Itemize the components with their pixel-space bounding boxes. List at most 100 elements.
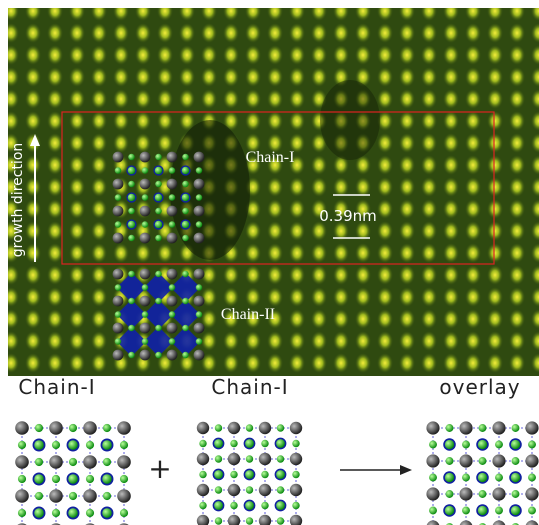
green-atom — [169, 311, 175, 317]
gray-atom — [426, 421, 439, 434]
center-atom — [102, 440, 112, 450]
green-atom — [142, 311, 148, 317]
green-atom — [479, 424, 487, 432]
gray-atom — [15, 421, 29, 435]
green-atom — [142, 194, 148, 200]
green-atom — [35, 458, 43, 466]
green-atom — [169, 338, 175, 344]
page: growth direction Chain-I 0.39nm Chain-II… — [0, 0, 539, 525]
green-atom — [155, 181, 161, 187]
gray-atom — [113, 152, 124, 163]
gray-atom — [194, 323, 205, 334]
gray-atom — [194, 296, 205, 307]
gray-atom — [492, 487, 505, 500]
green-atom — [115, 194, 121, 200]
center-atom — [445, 440, 454, 449]
gray-atom — [167, 269, 178, 280]
green-atom — [155, 208, 161, 214]
gray-atom — [197, 422, 209, 434]
green-atom — [69, 424, 77, 432]
green-atom — [196, 194, 202, 200]
gray-atom — [194, 206, 205, 217]
gray-atom — [113, 233, 124, 244]
gray-atom — [167, 323, 178, 334]
center-atom — [155, 221, 163, 229]
green-atom — [429, 474, 437, 482]
green-atom — [528, 507, 536, 515]
gray-atom — [167, 152, 178, 163]
center-atom — [276, 439, 285, 448]
green-atom — [155, 154, 161, 160]
center-atom — [511, 473, 520, 482]
green-atom — [512, 424, 520, 432]
green-atom — [429, 507, 437, 515]
center-atom — [445, 506, 454, 515]
gray-atom — [49, 489, 63, 503]
result-arrowhead — [400, 465, 412, 475]
green-atom — [86, 475, 94, 483]
center-atom — [128, 221, 136, 229]
green-atom — [528, 441, 536, 449]
green-atom — [196, 311, 202, 317]
green-atom — [292, 440, 299, 447]
gray-atom — [15, 489, 29, 503]
green-atom — [196, 221, 202, 227]
green-atom — [277, 486, 284, 493]
green-atom — [215, 455, 222, 462]
green-atom — [182, 271, 188, 277]
center-atom — [182, 194, 190, 202]
green-atom — [182, 235, 188, 241]
green-atom — [35, 492, 43, 500]
green-atom — [512, 490, 520, 498]
green-atom — [115, 167, 121, 173]
gray-atom — [197, 515, 209, 525]
green-atom — [155, 271, 161, 277]
gray-atom — [228, 422, 240, 434]
green-atom — [429, 441, 437, 449]
gray-atom — [290, 515, 302, 525]
center-atom — [245, 470, 254, 479]
gray-atom — [140, 296, 151, 307]
green-atom — [199, 471, 206, 478]
gray-atom — [290, 422, 302, 434]
gray-atom — [140, 233, 151, 244]
gray-atom — [83, 489, 97, 503]
green-atom — [52, 509, 60, 517]
green-atom — [69, 492, 77, 500]
center-atom — [182, 167, 190, 175]
gray-atom — [259, 515, 271, 525]
gray-atom — [426, 520, 439, 525]
green-atom — [246, 486, 253, 493]
green-atom — [246, 517, 253, 524]
green-atom — [155, 325, 161, 331]
chain-ii-label: Chain-II — [221, 306, 275, 323]
green-atom — [446, 490, 454, 498]
green-atom — [142, 284, 148, 290]
gray-atom — [525, 520, 538, 525]
green-atom — [479, 457, 487, 465]
gray-atom — [117, 421, 131, 435]
green-atom — [277, 455, 284, 462]
green-atom — [462, 441, 470, 449]
gray-atom — [525, 487, 538, 500]
gray-atom — [459, 520, 472, 525]
center-atom — [128, 167, 136, 175]
green-atom — [199, 440, 206, 447]
dark-region — [170, 120, 250, 260]
center-atom — [511, 440, 520, 449]
gray-atom — [492, 520, 505, 525]
panel-label: Chain-I — [211, 375, 288, 399]
gray-atom — [113, 179, 124, 190]
center-atom — [34, 440, 44, 450]
green-atom — [246, 455, 253, 462]
green-atom — [86, 509, 94, 517]
green-atom — [169, 284, 175, 290]
center-atom — [214, 501, 223, 510]
gray-atom — [113, 296, 124, 307]
gray-atom — [167, 233, 178, 244]
gray-atom — [140, 323, 151, 334]
green-atom — [215, 424, 222, 431]
green-atom — [18, 475, 26, 483]
green-atom — [182, 181, 188, 187]
center-atom — [182, 221, 190, 229]
